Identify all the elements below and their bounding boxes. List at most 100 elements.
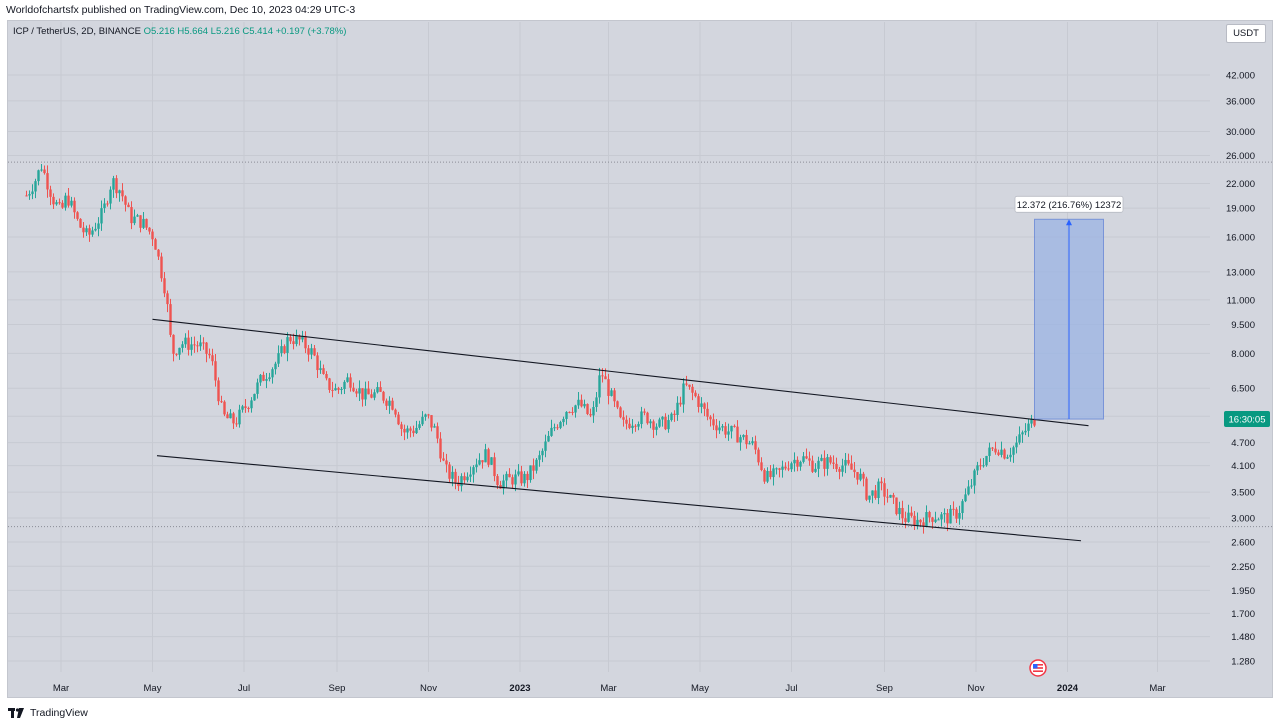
candle-body	[343, 381, 346, 390]
candle-body	[898, 507, 901, 515]
candle-body	[460, 476, 463, 487]
channel-upper-line[interactable]	[152, 318, 1089, 427]
time-tick-label: Mar	[600, 683, 616, 694]
candle-body	[493, 457, 496, 477]
candle-body	[694, 392, 697, 397]
channel-lower-line[interactable]	[156, 455, 1082, 542]
candle-body	[535, 459, 538, 471]
candle-body	[415, 427, 418, 434]
candle-body	[562, 418, 565, 423]
candle-body	[814, 468, 817, 472]
candle-body	[136, 215, 139, 217]
countdown-badge[interactable]	[1224, 411, 1270, 428]
candle-body	[604, 376, 607, 380]
ohlc-values: O5.216 H5.664 L5.216 C5.414 +0.197 (+3.7…	[143, 26, 347, 37]
candle-body	[337, 388, 340, 390]
candle-body	[865, 478, 868, 500]
candle-body	[241, 406, 244, 410]
candle-body	[280, 346, 283, 354]
candle-body	[859, 473, 862, 480]
candle-body	[556, 427, 559, 429]
candle-body	[1012, 447, 1015, 455]
candle-body	[109, 189, 112, 204]
candle-body	[157, 249, 160, 257]
candle-body	[661, 416, 664, 420]
candle-body	[640, 411, 643, 425]
candle-body	[703, 403, 706, 409]
candle-body	[1009, 454, 1012, 458]
candle-body	[355, 391, 358, 394]
candle-body	[796, 459, 799, 467]
us-flag-icon[interactable]	[1028, 659, 1048, 677]
candle-body	[667, 420, 670, 430]
candle-body	[904, 518, 907, 522]
time-tick-label: Jul	[238, 683, 250, 694]
candle-body	[517, 471, 520, 475]
candle-body	[250, 400, 253, 409]
currency-button[interactable]: USDT	[1226, 24, 1266, 43]
candle-body	[292, 341, 295, 345]
symbol-legend[interactable]: ICP / TetherUS, 2D, BINANCE O5.216 H5.66…	[13, 26, 346, 37]
candle-body	[436, 426, 439, 439]
candle-body	[202, 342, 205, 344]
candle-body	[271, 369, 274, 378]
candle-body	[922, 522, 925, 527]
candle-body	[397, 414, 400, 425]
candle-body	[211, 355, 214, 362]
candle-body	[466, 476, 469, 481]
candle-body	[835, 463, 838, 470]
candle-body	[103, 203, 106, 209]
candle-body	[421, 416, 424, 425]
candle-body	[811, 460, 814, 472]
measurement-tool[interactable]: 12.372 (216.76%) 12372	[1014, 195, 1124, 420]
candle-body	[586, 403, 589, 415]
channel-lines[interactable]	[152, 318, 1089, 542]
candle-body	[1015, 442, 1018, 448]
symbol-pair[interactable]: ICP / TetherUS, 2D, BINANCE	[13, 26, 141, 37]
candle-body	[214, 361, 217, 381]
candle-body	[676, 402, 679, 415]
candle-body	[739, 437, 742, 443]
candle-body	[121, 190, 124, 197]
candle-body	[265, 379, 268, 381]
candle-body	[88, 228, 91, 235]
candle-body	[301, 335, 304, 340]
candle-body	[481, 460, 484, 463]
candle-body	[985, 455, 988, 466]
candle-body	[385, 400, 388, 406]
candle-body	[448, 464, 451, 479]
candle-body	[55, 202, 58, 205]
candle-body	[37, 170, 40, 182]
candle-body	[184, 337, 187, 345]
candle-body	[70, 200, 73, 206]
candle-body	[1018, 434, 1021, 443]
candle-body	[619, 407, 622, 418]
candle-body	[412, 430, 415, 434]
candle-body	[394, 409, 397, 415]
price-tick-label: 42.000	[1226, 71, 1255, 82]
time-tick-label: Nov	[420, 683, 437, 694]
candle-body	[976, 465, 979, 471]
price-tick-label: 26.000	[1226, 151, 1255, 162]
candle-body	[406, 428, 409, 433]
candle-body	[868, 495, 871, 500]
candle-body	[778, 468, 781, 470]
candle-body	[961, 501, 964, 513]
candle-body	[958, 512, 961, 519]
candle-body	[139, 215, 142, 228]
candle-body	[553, 427, 556, 429]
candle-body	[724, 426, 727, 435]
candle-body	[418, 424, 421, 428]
candle-body	[580, 399, 583, 407]
price-axis[interactable]: 42.000 36.000 30.000 26.000 22.000 19.000 16.0…	[1224, 71, 1270, 668]
candle-body	[1030, 418, 1033, 424]
candle-body	[634, 425, 637, 427]
candle-body	[691, 386, 694, 393]
candle-body	[97, 223, 100, 229]
candle-body	[997, 452, 1000, 455]
time-axis[interactable]: Mar May Jul Sep Nov 2023 Mar May Jul Sep Nov 2024 Ma…	[53, 683, 1166, 694]
candle-body	[67, 195, 70, 206]
candle-body	[826, 457, 829, 469]
candle-body	[775, 468, 778, 470]
